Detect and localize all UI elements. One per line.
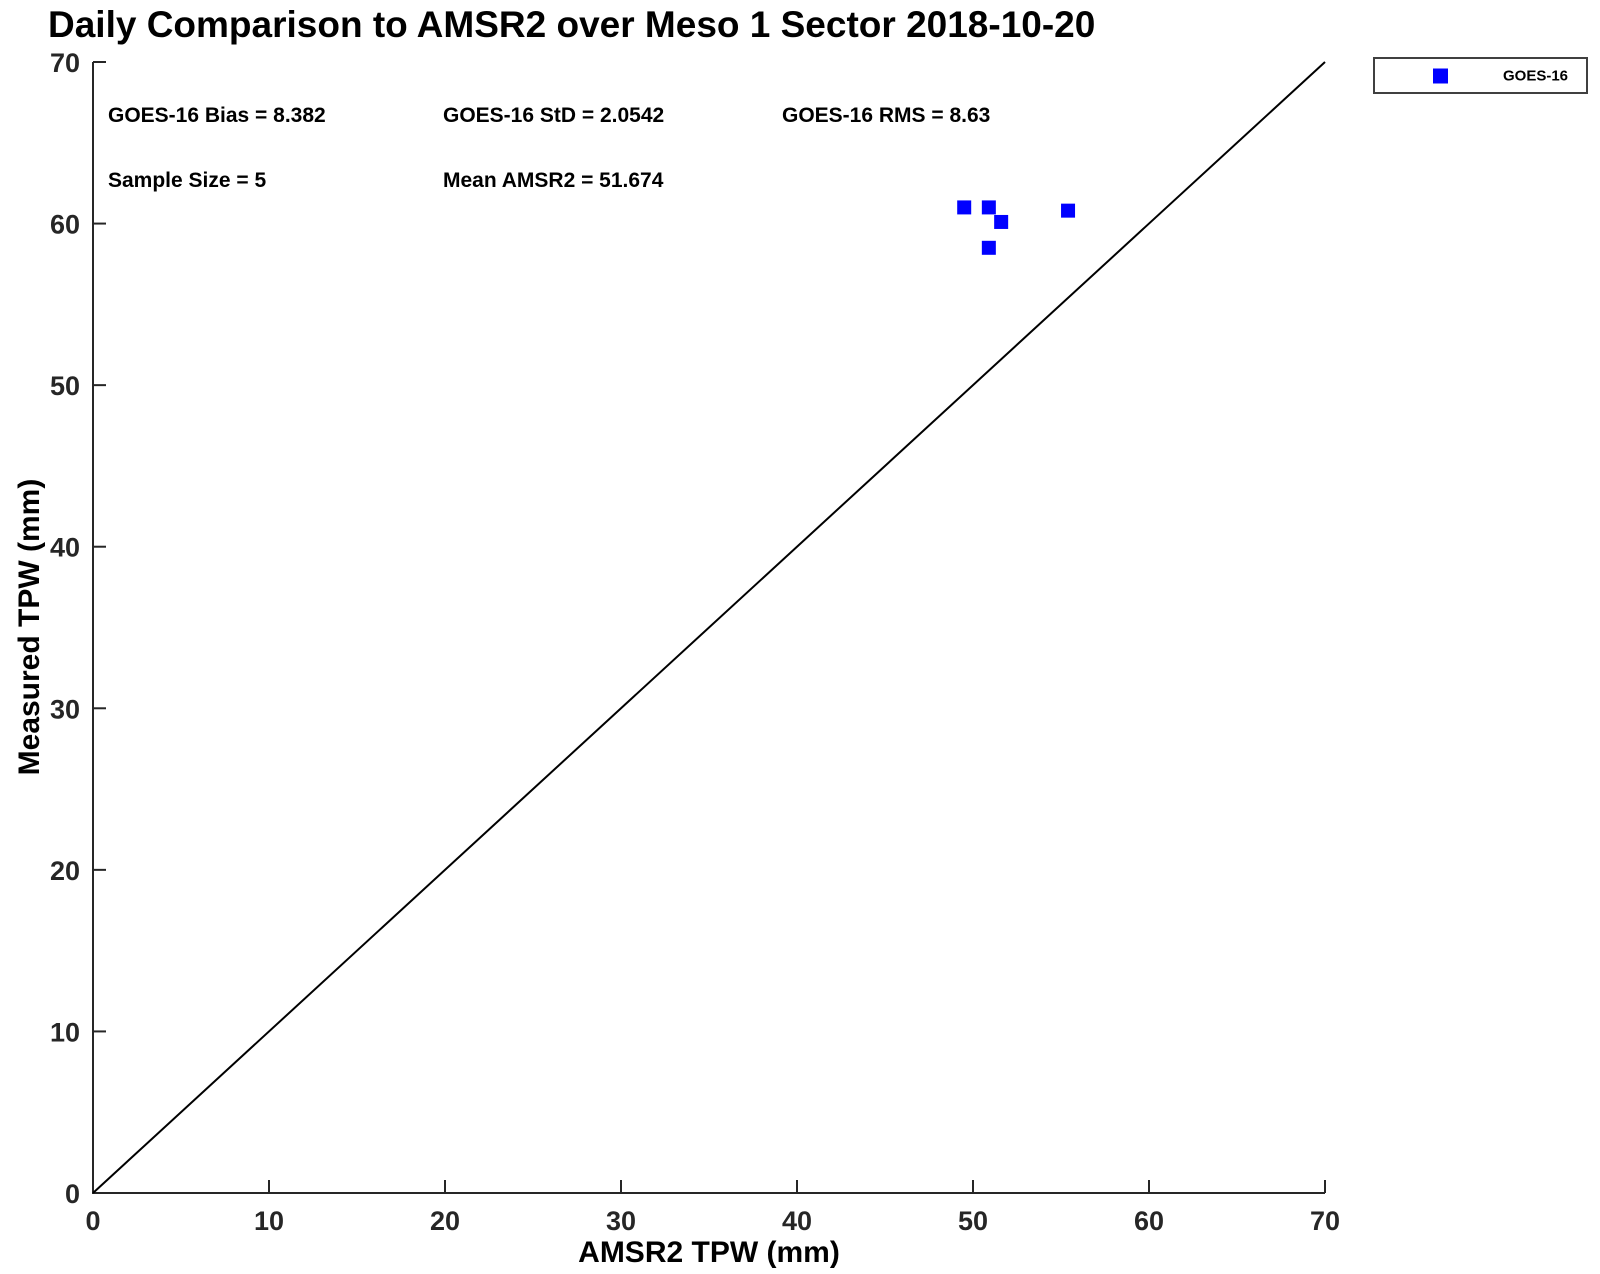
stat-rms: GOES-16 RMS = 8.63	[782, 104, 991, 127]
x-tick-label: 40	[782, 1206, 812, 1236]
x-axis-label: AMSR2 TPW (mm)	[578, 1236, 840, 1269]
x-tick-label: 70	[1310, 1206, 1340, 1236]
data-point	[981, 240, 996, 255]
y-tick-label: 0	[65, 1179, 80, 1209]
stat-mean-amsr2: Mean AMSR2 = 51.674	[443, 169, 664, 192]
y-tick-label: 70	[50, 48, 80, 78]
y-tick-label: 30	[50, 694, 80, 724]
one-to-one-line	[92, 61, 1326, 1194]
y-tick-label: 40	[50, 533, 80, 563]
x-tick-label: 0	[85, 1206, 100, 1236]
y-tick-label: 20	[50, 856, 80, 886]
data-point	[957, 200, 972, 215]
legend-marker-square-icon	[1433, 68, 1448, 83]
legend-label: GOES-16	[1503, 67, 1569, 84]
data-point	[981, 200, 996, 215]
chart-title: Daily Comparison to AMSR2 over Meso 1 Se…	[48, 4, 1096, 45]
stat-std: GOES-16 StD = 2.0542	[443, 104, 665, 127]
x-tick-label: 50	[958, 1206, 988, 1236]
y-axis-label: Measured TPW (mm)	[13, 478, 46, 776]
y-tick-label: 60	[50, 210, 80, 240]
legend: GOES-16	[1373, 57, 1588, 94]
x-tick-label: 30	[606, 1206, 636, 1236]
x-tick-label: 60	[1134, 1206, 1164, 1236]
data-point	[994, 214, 1009, 229]
stat-sample-size: Sample Size = 5	[108, 169, 267, 192]
x-tick-label: 20	[430, 1206, 460, 1236]
y-tick-label: 50	[50, 371, 80, 401]
stat-bias: GOES-16 Bias = 8.382	[108, 104, 326, 127]
y-tick-label: 10	[50, 1017, 80, 1047]
data-point	[1061, 203, 1076, 218]
x-tick-label: 10	[254, 1206, 284, 1236]
